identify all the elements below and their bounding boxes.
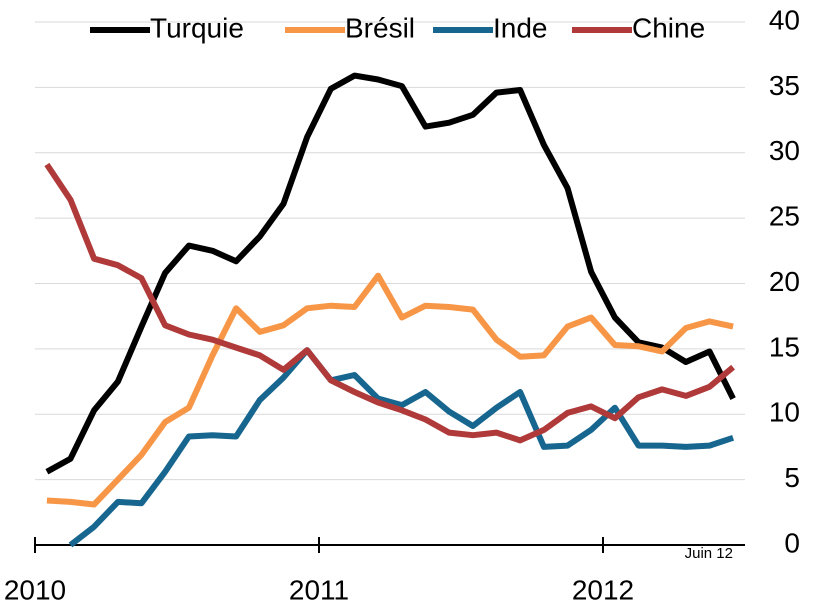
y-tick-label: 35 bbox=[769, 70, 800, 101]
annotation: Juin 12 bbox=[685, 545, 733, 562]
x-tick-label: 2011 bbox=[289, 574, 349, 605]
series-line bbox=[46, 272, 734, 508]
legend-label: Turquie bbox=[150, 12, 244, 43]
series-line bbox=[44, 162, 736, 444]
x-tick-label: 2012 bbox=[572, 574, 634, 605]
y-tick-label: 25 bbox=[769, 201, 800, 232]
series-line bbox=[68, 347, 735, 548]
y-tick-label: 15 bbox=[769, 331, 800, 362]
y-tick-label: 5 bbox=[784, 462, 800, 493]
y-tick-label: 40 bbox=[769, 4, 800, 35]
y-tick-label: 30 bbox=[769, 135, 800, 166]
y-tick-label: 0 bbox=[784, 527, 800, 558]
y-tick-label: 20 bbox=[769, 266, 800, 297]
x-tick-label: 2010 bbox=[4, 574, 66, 605]
legend-label: Brésil bbox=[345, 12, 415, 43]
series-line bbox=[45, 72, 736, 475]
legend-label: Inde bbox=[493, 12, 548, 43]
legend-label: Chine bbox=[632, 12, 705, 43]
y-tick-label: 10 bbox=[769, 397, 800, 428]
